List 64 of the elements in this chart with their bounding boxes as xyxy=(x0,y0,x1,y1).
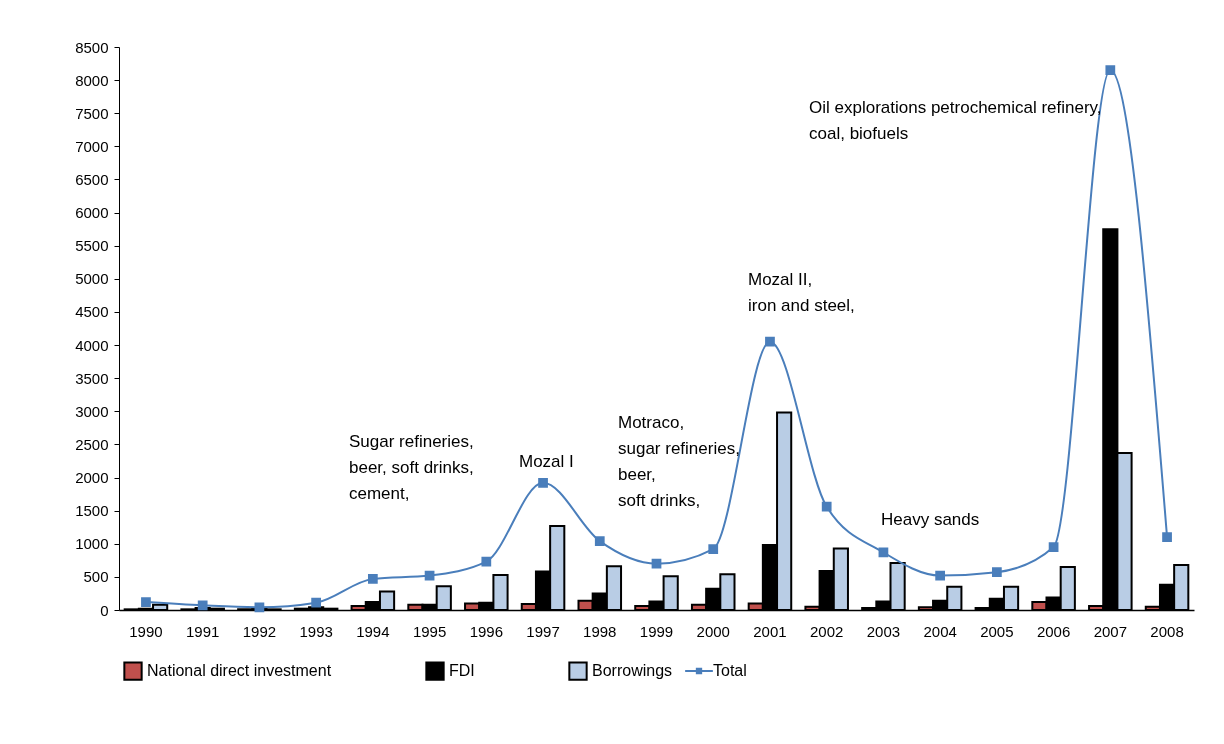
y-tick-label: 8000 xyxy=(75,71,109,89)
y-tick-label: 3000 xyxy=(75,402,109,420)
y-tick-label: 1500 xyxy=(75,502,109,520)
y-tick-label: 2500 xyxy=(75,435,109,453)
x-tick-label: 2007 xyxy=(1093,622,1128,640)
x-tick-label: 1999 xyxy=(639,622,674,640)
x-tick-label: 1994 xyxy=(356,622,390,640)
annotation: Oil explorations petrochemical refinery, coal, biofuels xyxy=(809,98,1102,143)
point xyxy=(311,597,321,608)
legend-label: National direct investment xyxy=(147,662,332,680)
point xyxy=(1105,65,1116,76)
point xyxy=(935,570,946,581)
y-tick-label: 4500 xyxy=(75,303,109,321)
legend-label: Borrowings xyxy=(592,662,673,680)
point xyxy=(197,600,208,611)
x-tick-label: 1992 xyxy=(242,622,277,640)
y-tick-label: 5500 xyxy=(75,237,109,255)
point xyxy=(1162,532,1172,543)
x-tick-label: 2006 xyxy=(1036,622,1071,640)
y-tick-label: 8500 xyxy=(75,38,109,56)
y-tick-label: 1000 xyxy=(75,535,109,553)
y-tick-label: 0 xyxy=(100,601,109,619)
x-tick-label: 1997 xyxy=(526,622,560,640)
annotation: Heavy sands xyxy=(881,510,980,529)
x-tick-label: 1990 xyxy=(129,622,163,640)
x-tick-label: 1991 xyxy=(185,622,220,640)
annotation: Sugar refineries, beer, soft drinks, cement, xyxy=(349,432,474,503)
point xyxy=(708,544,719,554)
point xyxy=(141,597,151,607)
point xyxy=(254,602,265,613)
annotation: Mozal II, iron and steel, xyxy=(748,270,855,315)
point xyxy=(992,567,1002,578)
x-tick-label: 2008 xyxy=(1150,622,1184,640)
y-tick-label: 5000 xyxy=(75,270,109,288)
x-tick-label: 1993 xyxy=(299,622,333,640)
x-tick-label: 2001 xyxy=(753,622,787,640)
x-tick-label: 1995 xyxy=(412,622,447,640)
x-tick-label: 2005 xyxy=(980,622,1014,640)
x-tick-label: 1996 xyxy=(469,622,503,640)
y-tick-label: 7000 xyxy=(75,137,109,155)
x-tick-label: 2000 xyxy=(696,622,730,640)
point xyxy=(367,574,378,584)
y-tick-label: 6500 xyxy=(75,170,109,188)
annotation: Mozal I xyxy=(519,452,574,471)
point xyxy=(1048,542,1059,552)
x-tick-label: 2003 xyxy=(866,622,901,640)
x-tick-label: 2004 xyxy=(923,622,957,640)
y-tick-label: 7500 xyxy=(75,104,109,122)
point xyxy=(538,477,548,488)
legend-label: Total xyxy=(713,662,747,679)
legend-label: FDI xyxy=(449,662,475,680)
y-tick-label: 4000 xyxy=(75,336,109,354)
point xyxy=(765,336,775,347)
y-tick-label: 500 xyxy=(83,568,109,586)
x-tick-label: 1998 xyxy=(583,622,617,640)
y-tick-label: 6000 xyxy=(75,204,109,222)
x-tick-label: 2002 xyxy=(810,622,844,640)
point xyxy=(821,501,832,512)
point xyxy=(594,536,605,546)
y-tick-label: 2000 xyxy=(75,469,109,487)
y-tick-label: 3500 xyxy=(75,369,109,387)
point xyxy=(651,558,662,569)
point xyxy=(481,556,492,567)
annotation: Motraco, sugar refineries, beer, soft drinks, xyxy=(618,413,740,510)
